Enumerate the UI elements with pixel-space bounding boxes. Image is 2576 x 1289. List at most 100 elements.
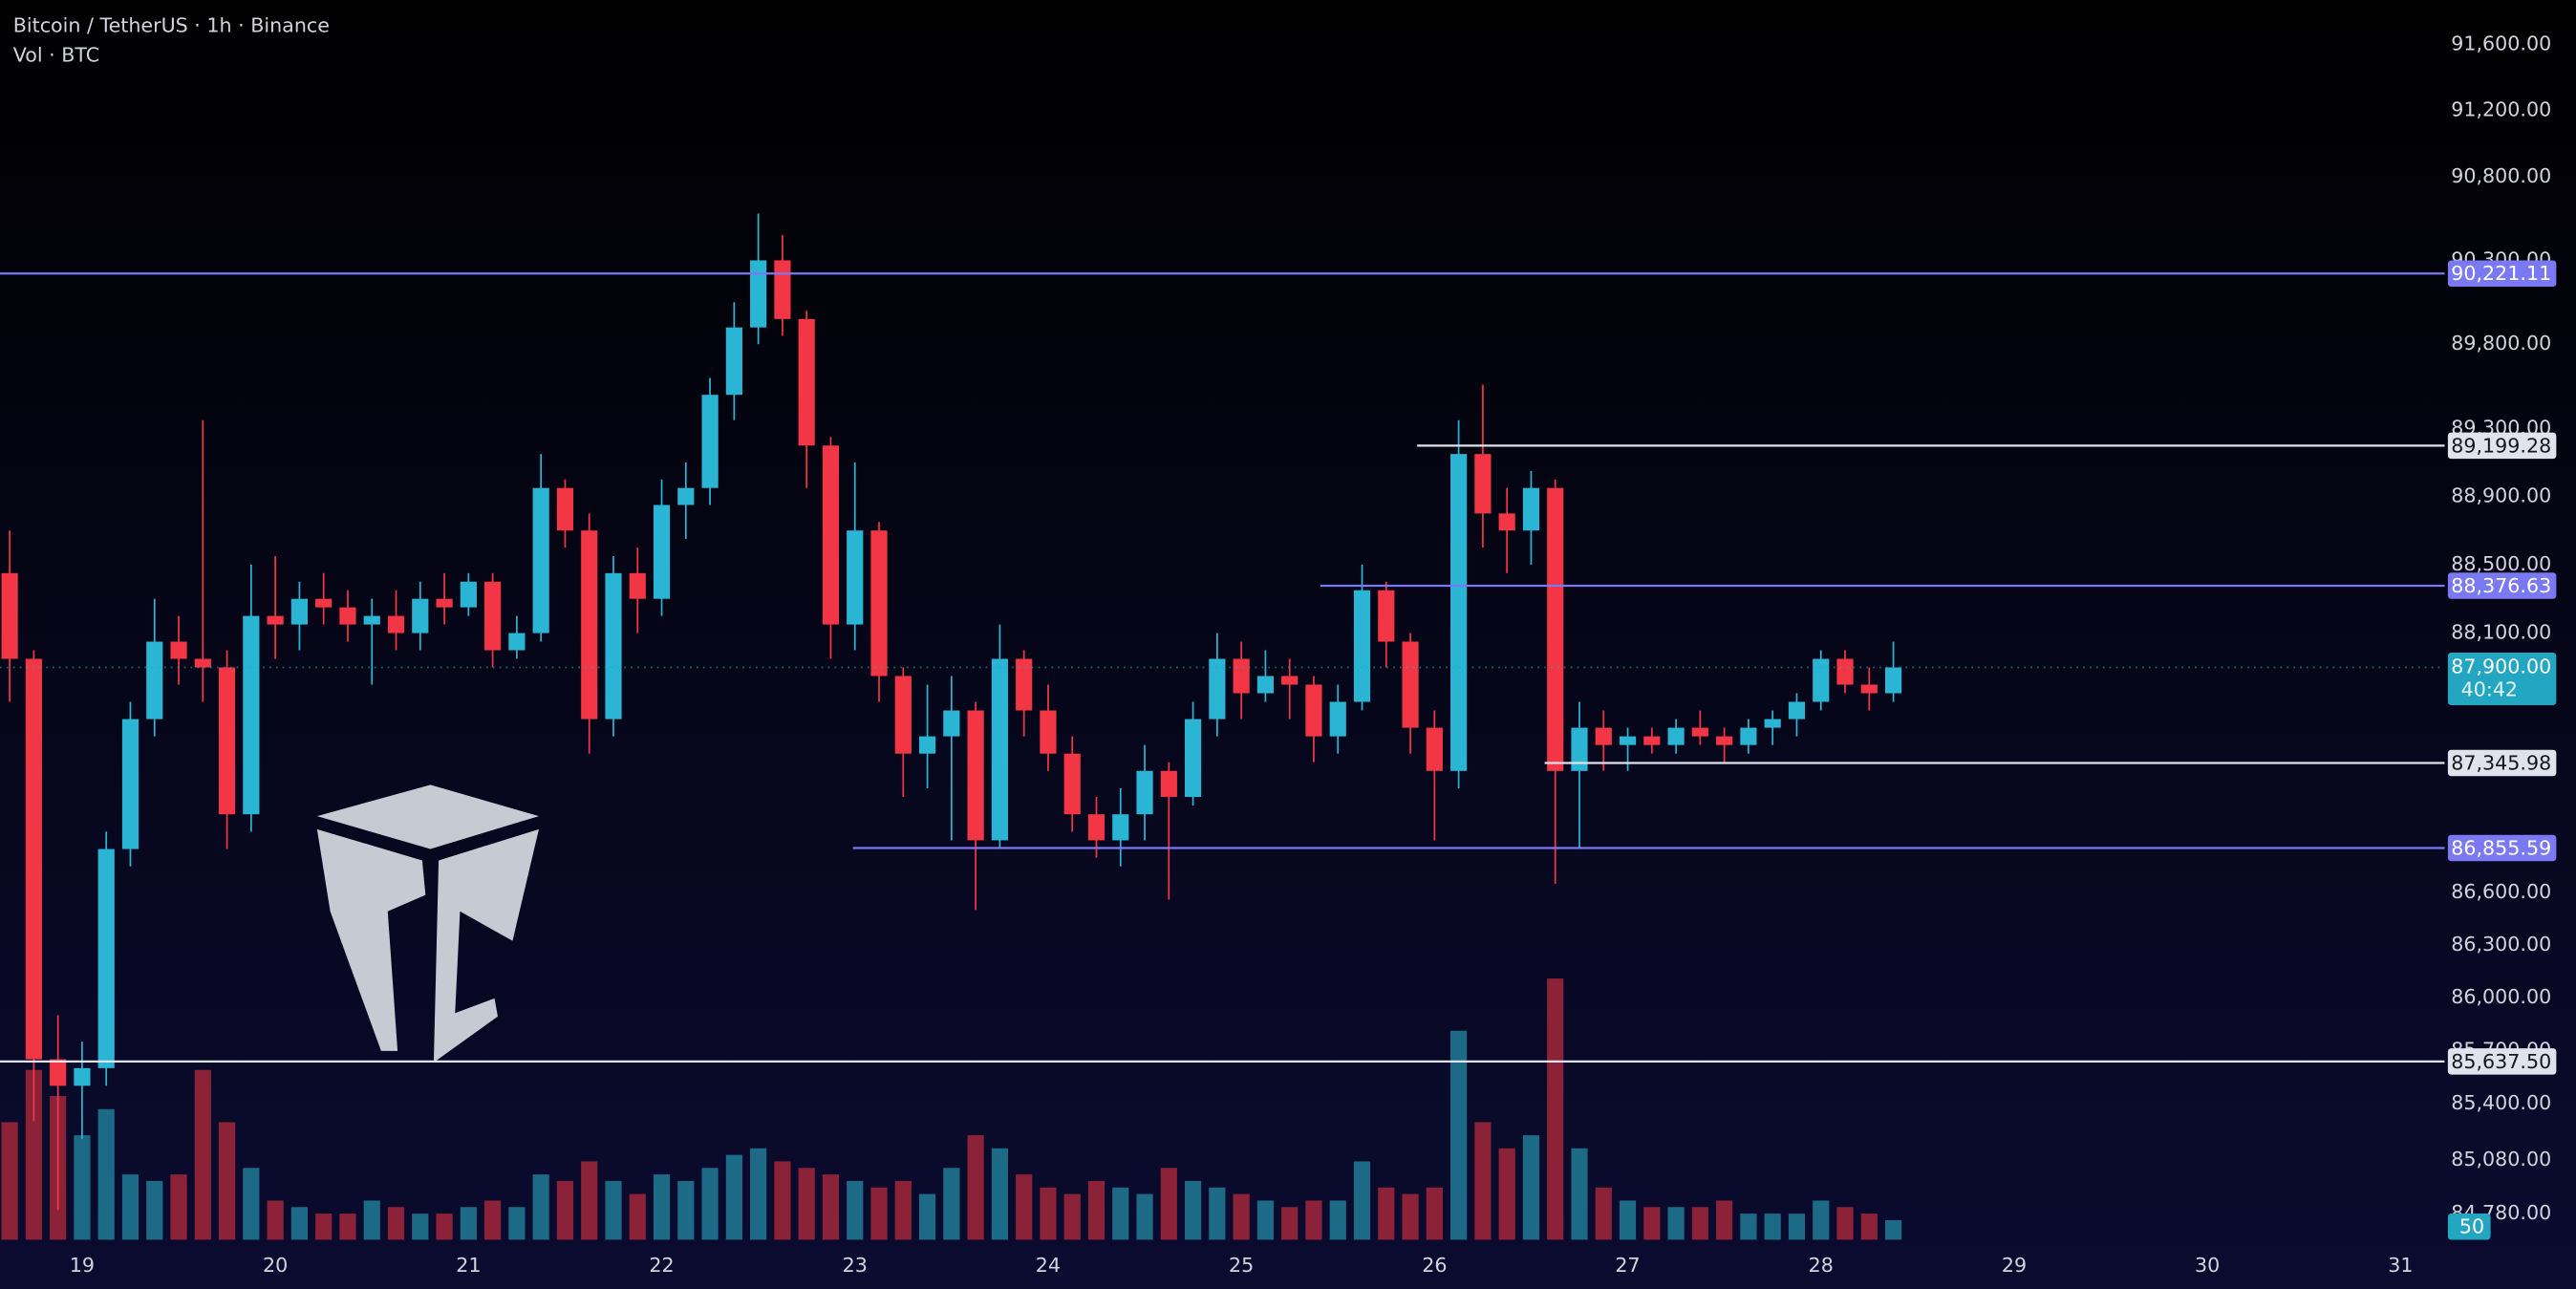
x-tick-label: 25 <box>1229 1254 1254 1277</box>
volume-bar <box>74 1135 91 1240</box>
candle-body <box>1547 487 1564 771</box>
candle-body <box>991 658 1008 841</box>
candle-body <box>315 598 333 608</box>
volume-bar <box>701 1168 719 1240</box>
x-tick-label: 28 <box>1809 1254 1834 1277</box>
volume-bar <box>725 1154 742 1240</box>
candle-body <box>894 676 912 754</box>
candle-body <box>387 615 405 634</box>
volume-bar <box>605 1180 622 1240</box>
volume-bar <box>1450 1030 1468 1240</box>
volume-bar <box>1016 1174 1033 1240</box>
candle-body <box>725 327 742 396</box>
candle-body <box>1305 684 1322 737</box>
candle-body <box>1691 727 1708 737</box>
volume-bar <box>1329 1200 1346 1240</box>
y-tick-label: 86,000.00 <box>2451 985 2551 1008</box>
candle-body <box>1836 658 1854 685</box>
volume-bar <box>1571 1148 1588 1240</box>
volume-bar <box>1305 1200 1322 1240</box>
volume-bar <box>218 1122 236 1240</box>
volume-bar <box>1667 1207 1685 1240</box>
volume-bar <box>1547 978 1564 1240</box>
countdown-label: 40:42 <box>2461 678 2518 701</box>
candle-body <box>50 1059 67 1086</box>
y-tick-label: 86,300.00 <box>2451 933 2551 956</box>
candle-body <box>508 633 526 651</box>
x-tick-label: 24 <box>1036 1254 1061 1277</box>
volume-bar <box>1209 1187 1226 1240</box>
candle-body <box>1087 814 1106 841</box>
volume-bar <box>25 1069 42 1240</box>
candle-body <box>1016 658 1033 711</box>
candle-body <box>918 736 936 754</box>
candle-body <box>847 530 864 625</box>
candle-body <box>1184 719 1202 798</box>
candle-body <box>1378 590 1395 642</box>
y-tick-label: 88,100.00 <box>2451 621 2551 644</box>
candle-body <box>870 530 888 677</box>
y-tick-label: 89,800.00 <box>2451 332 2551 354</box>
candle-body <box>267 615 284 625</box>
level-label-box <box>2447 432 2557 460</box>
volume-bar <box>290 1207 309 1240</box>
volume-bar <box>1 1122 18 1240</box>
volume-bar <box>146 1180 163 1240</box>
volume-bar <box>1087 1180 1106 1240</box>
volume-bar <box>847 1180 864 1240</box>
candle-body <box>750 260 767 328</box>
candle-body <box>1233 658 1250 694</box>
candle-body <box>1571 727 1588 771</box>
level-label: 90,221.11 <box>2451 262 2551 285</box>
volume-bar <box>1353 1161 1371 1240</box>
candle-body <box>774 260 791 319</box>
logo-top <box>316 784 539 849</box>
candle-body <box>243 615 260 815</box>
x-tick-label: 23 <box>843 1254 868 1277</box>
x-tick-label: 31 <box>2388 1254 2413 1277</box>
candle-body <box>363 615 380 625</box>
candle-body <box>460 581 477 608</box>
volume-bar <box>653 1174 671 1240</box>
volume-bar <box>1233 1193 1250 1240</box>
volume-bar <box>991 1148 1008 1240</box>
y-tick-label: 91,600.00 <box>2451 32 2551 54</box>
candle-body <box>339 607 356 625</box>
volume-bar <box>750 1148 767 1240</box>
volume-bar <box>315 1214 333 1240</box>
candle-body <box>581 530 598 720</box>
logo-left <box>316 828 426 1051</box>
last-price-box <box>2447 653 2557 706</box>
candle-body <box>436 598 453 608</box>
volume-bar <box>1522 1135 1540 1240</box>
level-label: 87,345.98 <box>2451 751 2551 774</box>
level-label: 85,637.50 <box>2451 1050 2551 1073</box>
level-label-box <box>2447 572 2557 599</box>
logo-right <box>433 828 539 1063</box>
volume-bar <box>1184 1180 1202 1240</box>
candle-body <box>121 719 140 849</box>
candle-body <box>1498 513 1515 531</box>
y-tick-label: 85,400.00 <box>2451 1091 2551 1114</box>
candle-body <box>822 445 840 625</box>
chart-subtitle: Vol · BTC <box>13 43 99 66</box>
candle-body <box>1474 454 1492 514</box>
candle-body <box>25 658 42 1060</box>
chart-title: Bitcoin / TetherUS · 1h · Binance <box>13 13 330 36</box>
candle-body <box>74 1067 91 1086</box>
candle-body <box>1740 727 1757 745</box>
x-tick-label: 22 <box>649 1254 674 1277</box>
volume-bar <box>1378 1187 1395 1240</box>
level-label-box <box>2447 260 2557 288</box>
volume-bar <box>1716 1200 1733 1240</box>
candle-body <box>653 505 671 599</box>
candle-body <box>1329 701 1346 737</box>
candle-body <box>605 572 622 720</box>
candle-body <box>1209 658 1226 720</box>
volume-bar <box>1788 1214 1806 1240</box>
volume-bar <box>581 1161 598 1240</box>
candle-body <box>1522 487 1540 531</box>
level-label: 86,855.59 <box>2451 836 2551 859</box>
volume-bar <box>1112 1187 1129 1240</box>
candle-body <box>532 487 549 634</box>
